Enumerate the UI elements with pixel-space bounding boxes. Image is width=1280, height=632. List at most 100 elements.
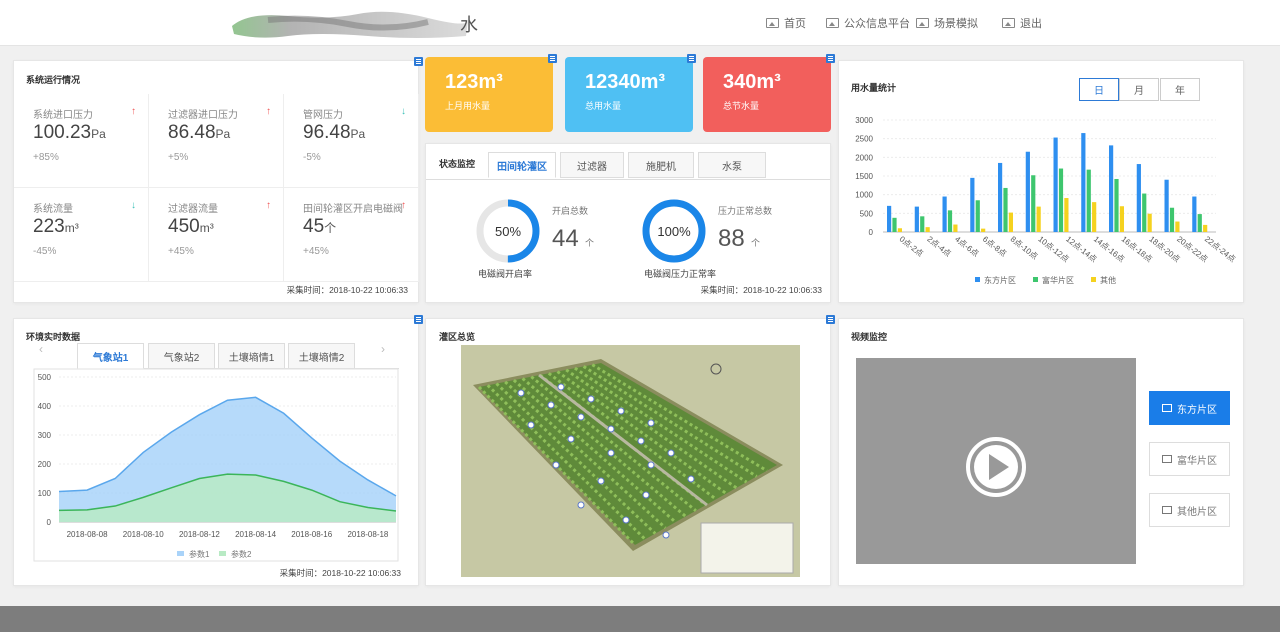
system-timestamp: 采集时间：2018-10-22 10:06:33 — [286, 285, 408, 295]
legend-swatch — [177, 551, 184, 556]
crop-row — [495, 382, 657, 535]
y-tick-label: 0 — [47, 518, 52, 527]
gauge-arc — [476, 199, 540, 263]
metric-unit: 个 — [324, 221, 337, 235]
valve-marker — [607, 425, 615, 433]
stat-last-month: 123m³ 上月用水量 — [425, 57, 553, 132]
x-tick-label: 2018-08-08 — [67, 530, 108, 539]
period-label: 年 — [1175, 86, 1185, 97]
period-day-button[interactable]: 日 — [1079, 78, 1119, 101]
metric-number: 450 — [168, 216, 200, 237]
bar — [1142, 193, 1147, 232]
tab-pump[interactable]: 水泵 — [698, 152, 766, 178]
bar — [1036, 206, 1041, 232]
metric-label: 过滤器流量 — [168, 204, 218, 215]
stat-saved: 340m³ 总节水量 — [703, 57, 831, 132]
gauge-value: 44 — [552, 225, 579, 252]
valve-marker — [547, 401, 555, 409]
bar — [1203, 224, 1208, 232]
tab-soil-2[interactable]: 土壤墒情2 — [288, 343, 355, 369]
tab-divider — [426, 179, 830, 180]
menu-icon[interactable] — [687, 54, 696, 63]
x-tick-label: 2018-08-14 — [235, 530, 276, 539]
legend-label: 东方片区 — [984, 275, 1016, 285]
y-tick-label: 1000 — [855, 191, 873, 200]
nav-logout[interactable]: 退出 — [1002, 15, 1042, 31]
valve-marker — [687, 475, 695, 483]
series-line — [58, 396, 397, 497]
gauge-percent: 50% — [495, 224, 521, 239]
tab-filter[interactable]: 过滤器 — [560, 152, 624, 178]
x-tick-label: 2018-08-16 — [291, 530, 332, 539]
valve-marker — [622, 516, 630, 524]
logo-char: 水 — [460, 15, 478, 36]
map-road — [538, 373, 708, 507]
period-month-button[interactable]: 月 — [1119, 78, 1159, 101]
bar — [892, 217, 897, 232]
tab-station-2[interactable]: 气象站2 — [148, 343, 215, 369]
system-panel: 系统运行情况 系统进口压力 100.23Pa +85% ↑ 过滤器进口压力 86.… — [13, 60, 419, 303]
valve-marker — [597, 477, 605, 485]
menu-icon[interactable] — [826, 315, 835, 324]
stat-value: 123m³ — [445, 71, 503, 93]
y-tick-label: 0 — [869, 228, 874, 237]
x-tick-label: 22点-24点 — [1203, 234, 1237, 264]
irrigation-map[interactable] — [461, 345, 800, 577]
metric-change: +45% — [303, 246, 329, 257]
map-field — [479, 363, 777, 545]
metric-cell: 系统流量 223m³ -45% ↓ — [14, 188, 149, 282]
menu-icon[interactable] — [414, 57, 423, 66]
bar — [887, 205, 892, 232]
zone-east-button[interactable]: 东方片区 — [1149, 391, 1230, 425]
zone-label: 其他片区 — [1177, 506, 1217, 518]
bar — [970, 177, 975, 232]
bar — [998, 162, 1003, 232]
bar — [1025, 151, 1030, 232]
legend-label: 富华片区 — [1042, 275, 1074, 285]
legend-swatch — [975, 277, 980, 282]
tab-fertilizer[interactable]: 施肥机 — [628, 152, 694, 178]
metric-unit: Pa — [91, 127, 106, 141]
system-title: 系统运行情况 — [26, 75, 81, 85]
tab-field-zone[interactable]: 田间轮灌区 — [488, 152, 556, 178]
image-icon — [1162, 404, 1172, 412]
metric-change: -45% — [33, 246, 57, 257]
gauge-label: 开启总数 — [552, 205, 588, 216]
tab-label: 田间轮灌区 — [497, 161, 547, 173]
menu-icon[interactable] — [548, 54, 557, 63]
period-year-button[interactable]: 年 — [1160, 78, 1200, 101]
stat-value: 340m³ — [723, 71, 781, 93]
arrow-up-icon: ↑ — [266, 106, 271, 117]
tab-label: 土壤墒情1 — [228, 352, 275, 364]
zone-other-button[interactable]: 其他片区 — [1149, 493, 1230, 527]
bar — [953, 224, 958, 232]
bar — [1119, 206, 1124, 232]
zone-fuhua-button[interactable]: 富华片区 — [1149, 442, 1230, 476]
arrow-up-icon: ↑ — [131, 106, 136, 117]
y-tick-label: 300 — [38, 431, 52, 440]
y-tick-label: 100 — [38, 489, 52, 498]
nav-scene-sim[interactable]: 场景模拟 — [916, 15, 978, 31]
tab-soil-1[interactable]: 土壤墒情1 — [218, 343, 285, 369]
valve-marker — [527, 421, 535, 429]
menu-icon[interactable] — [414, 315, 423, 324]
tab-station-1[interactable]: 气象站1 — [77, 343, 144, 369]
stat-total: 12340m³ 总用水量 — [565, 57, 693, 132]
video-player[interactable] — [856, 358, 1136, 564]
x-tick-label: 4点-6点 — [953, 234, 980, 258]
gauge-caption: 电磁阀压力正常率 — [644, 268, 716, 279]
valve-marker — [557, 383, 565, 391]
prev-arrow-icon[interactable]: ‹ — [39, 342, 43, 356]
logo: 水 — [232, 11, 478, 38]
bar — [1114, 178, 1119, 232]
play-icon[interactable] — [965, 436, 1027, 498]
env-timestamp: 采集时间：2018-10-22 10:06:33 — [279, 568, 401, 578]
zone-label: 东方片区 — [1177, 404, 1217, 416]
nav-home[interactable]: 首页 — [766, 15, 806, 31]
next-arrow-icon[interactable]: › — [381, 342, 385, 356]
image-icon — [916, 18, 929, 28]
compass-icon — [710, 363, 722, 375]
nav-public-info[interactable]: 公众信息平台 — [826, 15, 910, 31]
menu-icon[interactable] — [826, 54, 835, 63]
